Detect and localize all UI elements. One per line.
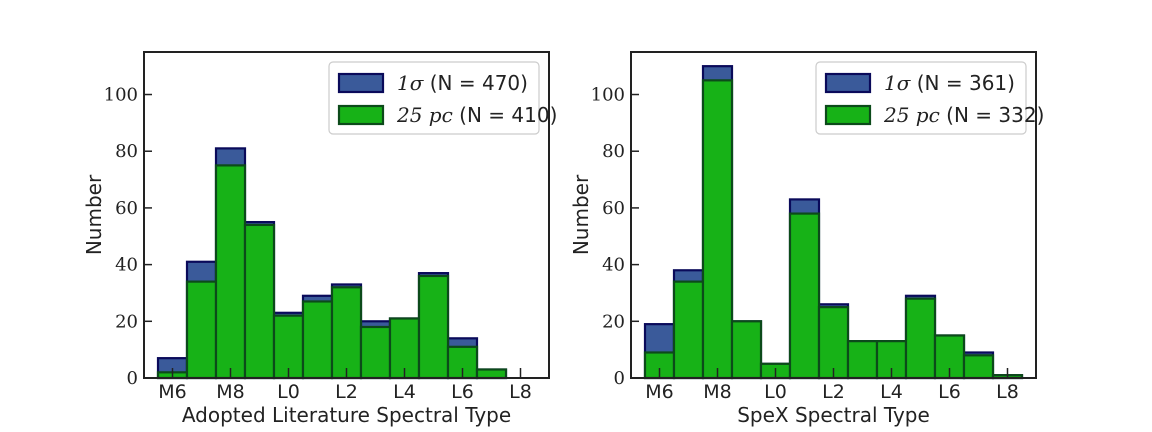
y-tick-label: 100 xyxy=(591,85,625,106)
bar-L6.5-twentyfive-pc xyxy=(475,368,508,380)
x-axis-title: Adopted Literature Spectral Type xyxy=(182,403,511,427)
legend: 1σ (N = 470) 25 pc (N = 410) xyxy=(328,61,557,135)
x-tick-label: L0 xyxy=(764,381,787,403)
bar-L1.5-twentyfive-pc xyxy=(817,306,850,380)
legend-swatch-twentyfive-pc xyxy=(824,104,872,126)
bar-L2.5-twentyfive-pc xyxy=(359,325,392,380)
x-tick-label: M8 xyxy=(216,381,244,403)
legend-symbol: 25 pc xyxy=(396,103,459,127)
x-tick-label: L2 xyxy=(335,381,358,403)
legend-swatch-one-sigma xyxy=(824,72,872,94)
legend-symbol: 1σ xyxy=(397,71,430,95)
bar-L4.5-twentyfive-pc xyxy=(417,274,450,380)
bar-L2.5-twentyfive-pc xyxy=(846,340,879,380)
legend-count: (N = 470) xyxy=(430,71,528,95)
legend-symbol: 1σ xyxy=(884,71,917,95)
legend-label-one-sigma: 1σ (N = 470) xyxy=(397,71,528,95)
x-tick-label: L6 xyxy=(938,381,961,403)
legend: 1σ (N = 361) 25 pc (N = 332) xyxy=(815,61,1044,135)
y-tick-label: 80 xyxy=(602,141,625,162)
y-tick-label: 0 xyxy=(127,368,138,389)
legend-symbol: 25 pc xyxy=(883,103,946,127)
legend-swatch-twentyfive-pc xyxy=(337,104,385,126)
x-tick-label: L8 xyxy=(996,381,1019,403)
legend-count: (N = 332) xyxy=(946,103,1044,127)
y-tick-label: 40 xyxy=(115,255,138,276)
x-tick-label: M6 xyxy=(158,381,186,403)
bar-M8.5-twentyfive-pc xyxy=(243,223,276,380)
y-axis-title: Number xyxy=(82,174,106,255)
series-twentyfive-pc xyxy=(156,164,508,380)
y-tick-label: 20 xyxy=(602,311,625,332)
x-tick-label: M8 xyxy=(703,381,731,403)
y-tick-label: 60 xyxy=(602,198,625,219)
legend-count: (N = 410) xyxy=(459,103,557,127)
bar-M6.5-twentyfive-pc xyxy=(185,280,218,380)
y-tick-label: 40 xyxy=(602,255,625,276)
bar-M9.5-twentyfive-pc xyxy=(272,314,305,380)
legend-label-one-sigma: 1σ (N = 361) xyxy=(884,71,1015,95)
x-tick-label: L4 xyxy=(880,381,903,403)
y-tick-label: 0 xyxy=(614,368,625,389)
x-tick-label: L0 xyxy=(277,381,300,403)
legend-count: (N = 361) xyxy=(917,71,1015,95)
bar-M8.5-twentyfive-pc xyxy=(730,320,763,380)
y-axis-title: Number xyxy=(569,174,593,255)
x-tick-label: L2 xyxy=(822,381,845,403)
bar-M7.5-twentyfive-pc xyxy=(701,79,734,380)
bar-L0.5-twentyfive-pc xyxy=(788,212,821,380)
bar-L6.5-twentyfive-pc xyxy=(962,354,995,380)
bar-L1.5-twentyfive-pc xyxy=(330,286,363,380)
bar-L4.5-twentyfive-pc xyxy=(904,297,937,380)
legend-label-twentyfive-pc: 25 pc (N = 410) xyxy=(396,103,557,127)
y-tick-label: 80 xyxy=(115,141,138,162)
x-tick-label: L4 xyxy=(393,381,416,403)
y-tick-label: 60 xyxy=(115,198,138,219)
bar-M7.5-twentyfive-pc xyxy=(214,164,247,380)
legend-swatch-one-sigma xyxy=(337,72,385,94)
x-tick-label: L6 xyxy=(451,381,474,403)
chart-panel-2: 0 20 40 60 80 100 M6 M8 L0 L2 L4 L6 L8 SpeX Spectral … xyxy=(569,51,1044,427)
x-axis-title: SpeX Spectral Type xyxy=(737,403,930,427)
series-twentyfive-pc xyxy=(643,79,1024,380)
bar-L0.5-twentyfive-pc xyxy=(301,300,334,380)
bar-M6.5-twentyfive-pc xyxy=(672,280,705,380)
legend-label-twentyfive-pc: 25 pc (N = 332) xyxy=(883,103,1044,127)
y-tick-label: 20 xyxy=(115,311,138,332)
x-tick-label: M6 xyxy=(645,381,673,403)
x-tick-label: L8 xyxy=(509,381,532,403)
y-tick-label: 100 xyxy=(104,85,138,106)
